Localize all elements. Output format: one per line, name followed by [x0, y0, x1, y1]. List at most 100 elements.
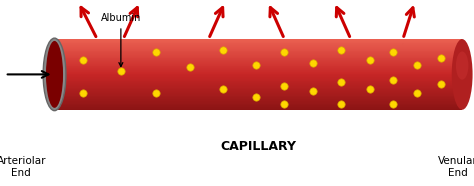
Text: Albumin: Albumin — [100, 13, 141, 67]
Point — [366, 88, 374, 91]
Text: Arteriolar
End: Arteriolar End — [0, 156, 46, 178]
Bar — [55, 86, 462, 88]
Point — [413, 64, 421, 67]
Bar — [55, 64, 462, 66]
Bar — [55, 51, 462, 52]
Bar — [55, 79, 462, 81]
Point — [390, 51, 397, 54]
Text: CAPILLARY: CAPILLARY — [220, 140, 296, 153]
Point — [337, 80, 345, 83]
Bar — [55, 93, 462, 95]
Point — [117, 69, 125, 72]
Bar — [55, 106, 462, 107]
Bar — [55, 98, 462, 99]
Bar — [55, 42, 462, 44]
Bar — [55, 88, 462, 89]
Point — [437, 56, 445, 59]
Bar — [55, 68, 462, 70]
Bar — [55, 90, 462, 91]
Bar — [55, 53, 462, 54]
Bar — [55, 87, 462, 89]
Bar — [55, 100, 462, 101]
Bar — [55, 56, 462, 58]
Bar — [55, 73, 462, 74]
Point — [219, 49, 227, 52]
Point — [186, 65, 193, 68]
Point — [79, 58, 87, 61]
Bar — [55, 69, 462, 71]
Bar — [55, 83, 462, 84]
Bar — [55, 44, 462, 45]
Bar — [55, 39, 462, 41]
Bar — [55, 59, 462, 60]
Bar — [55, 60, 462, 61]
Point — [390, 78, 397, 81]
Bar — [55, 62, 462, 64]
Bar — [55, 65, 462, 66]
Bar — [55, 71, 462, 73]
Bar — [55, 57, 462, 58]
Ellipse shape — [46, 41, 63, 108]
Point — [252, 95, 260, 98]
Bar — [55, 72, 462, 73]
Bar — [55, 94, 462, 96]
Bar — [55, 74, 462, 75]
Bar — [55, 89, 462, 90]
Bar — [55, 96, 462, 97]
Bar — [55, 100, 462, 102]
Bar — [55, 105, 462, 106]
Bar — [55, 70, 462, 72]
Bar — [55, 52, 462, 53]
Point — [252, 64, 260, 67]
Bar — [0, 110, 474, 186]
Bar — [55, 99, 462, 100]
Bar — [55, 46, 462, 47]
Bar — [55, 82, 462, 83]
Bar — [55, 76, 462, 77]
Point — [390, 103, 397, 106]
Point — [413, 92, 421, 94]
Point — [219, 88, 227, 91]
Point — [337, 49, 345, 52]
Point — [337, 103, 345, 106]
Bar — [55, 43, 462, 44]
Ellipse shape — [452, 39, 473, 110]
Bar — [55, 50, 462, 51]
Bar — [55, 66, 462, 67]
Point — [153, 51, 160, 54]
Bar — [55, 41, 462, 43]
Bar — [55, 107, 462, 108]
Bar — [55, 85, 462, 87]
Bar — [55, 47, 462, 49]
Bar — [55, 80, 462, 81]
Bar — [55, 61, 462, 62]
Bar — [55, 84, 462, 85]
Bar — [55, 77, 462, 79]
Bar — [55, 91, 462, 92]
Bar — [55, 54, 462, 55]
Ellipse shape — [456, 51, 468, 80]
Bar — [55, 39, 462, 40]
Bar — [55, 68, 462, 69]
Bar — [55, 104, 462, 105]
Point — [79, 92, 87, 94]
Bar — [55, 95, 462, 97]
Bar — [55, 58, 462, 59]
Point — [437, 82, 445, 85]
Bar — [55, 54, 462, 56]
Bar — [55, 92, 462, 94]
Bar — [55, 92, 462, 93]
Bar — [0, 0, 52, 186]
Point — [309, 62, 317, 65]
Bar — [55, 103, 462, 104]
Bar — [55, 61, 462, 63]
Point — [281, 51, 288, 54]
Point — [153, 92, 160, 94]
Bar — [55, 49, 462, 51]
Point — [281, 103, 288, 106]
Bar — [55, 45, 462, 46]
Bar — [55, 55, 462, 57]
Bar — [55, 46, 462, 48]
Bar — [55, 63, 462, 65]
Bar — [55, 78, 462, 80]
